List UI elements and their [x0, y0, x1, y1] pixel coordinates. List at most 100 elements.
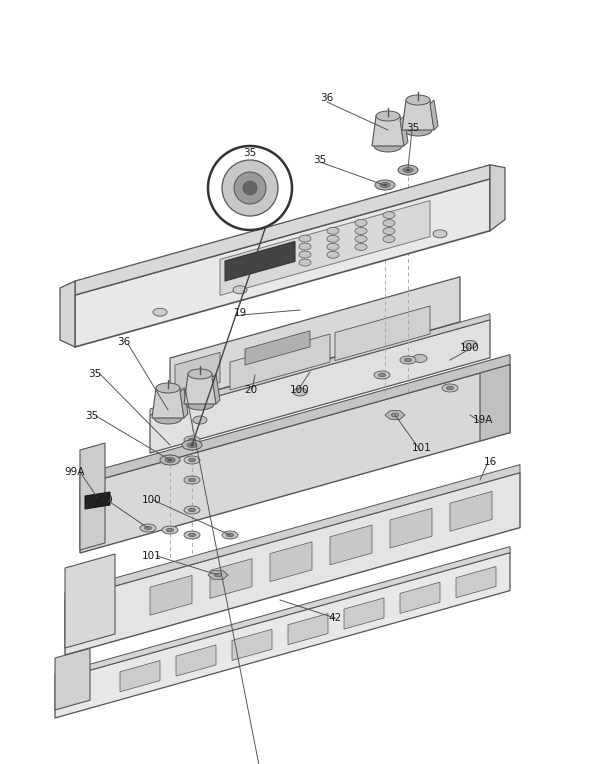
- Ellipse shape: [355, 235, 367, 242]
- Ellipse shape: [374, 371, 390, 379]
- Polygon shape: [55, 546, 510, 680]
- Ellipse shape: [293, 388, 307, 396]
- Text: 99A: 99A: [65, 467, 85, 477]
- Ellipse shape: [404, 124, 432, 136]
- Ellipse shape: [327, 227, 339, 235]
- Polygon shape: [55, 552, 510, 718]
- Ellipse shape: [403, 167, 413, 173]
- Ellipse shape: [406, 95, 430, 105]
- Ellipse shape: [447, 387, 454, 390]
- Polygon shape: [232, 630, 272, 660]
- Text: 35: 35: [243, 148, 257, 158]
- Ellipse shape: [398, 165, 418, 175]
- Polygon shape: [180, 388, 188, 418]
- Polygon shape: [288, 613, 328, 645]
- Ellipse shape: [299, 243, 311, 250]
- Polygon shape: [85, 492, 110, 509]
- Ellipse shape: [188, 369, 212, 379]
- Text: 35: 35: [86, 411, 99, 421]
- Polygon shape: [385, 411, 405, 419]
- Ellipse shape: [184, 456, 200, 464]
- Text: 19A: 19A: [473, 415, 493, 425]
- Polygon shape: [270, 542, 312, 581]
- Polygon shape: [220, 201, 430, 296]
- Polygon shape: [170, 277, 460, 403]
- Polygon shape: [480, 364, 510, 441]
- Ellipse shape: [383, 235, 395, 243]
- Polygon shape: [75, 179, 490, 347]
- Ellipse shape: [153, 308, 167, 316]
- Text: 35: 35: [313, 155, 327, 165]
- Text: 19: 19: [234, 308, 247, 318]
- Polygon shape: [402, 100, 434, 130]
- Text: 101: 101: [142, 551, 162, 561]
- Polygon shape: [176, 645, 216, 676]
- Polygon shape: [450, 491, 492, 531]
- Ellipse shape: [188, 458, 195, 461]
- Ellipse shape: [374, 140, 402, 152]
- Ellipse shape: [184, 506, 200, 514]
- Ellipse shape: [156, 383, 180, 393]
- Polygon shape: [150, 575, 192, 615]
- Polygon shape: [456, 567, 496, 597]
- Ellipse shape: [188, 478, 195, 482]
- Polygon shape: [400, 582, 440, 613]
- Ellipse shape: [383, 228, 395, 235]
- Ellipse shape: [355, 244, 367, 251]
- Polygon shape: [230, 334, 330, 390]
- Ellipse shape: [299, 251, 311, 258]
- Ellipse shape: [400, 356, 416, 364]
- Polygon shape: [150, 320, 490, 453]
- Text: 101: 101: [412, 443, 432, 453]
- Ellipse shape: [227, 533, 234, 537]
- Polygon shape: [330, 525, 372, 565]
- Text: 100: 100: [94, 495, 114, 505]
- Ellipse shape: [383, 219, 395, 227]
- Ellipse shape: [162, 526, 178, 534]
- Ellipse shape: [405, 358, 411, 361]
- Ellipse shape: [406, 169, 410, 171]
- Polygon shape: [208, 571, 228, 579]
- Ellipse shape: [383, 212, 395, 219]
- Polygon shape: [210, 558, 252, 598]
- Ellipse shape: [184, 436, 200, 444]
- Polygon shape: [150, 314, 490, 415]
- Text: 35: 35: [88, 369, 101, 379]
- Circle shape: [222, 160, 278, 216]
- Polygon shape: [225, 241, 295, 281]
- Ellipse shape: [193, 416, 207, 424]
- Ellipse shape: [375, 180, 395, 190]
- Polygon shape: [335, 306, 430, 361]
- Polygon shape: [212, 374, 220, 404]
- Ellipse shape: [355, 219, 367, 226]
- Ellipse shape: [188, 439, 195, 442]
- Ellipse shape: [184, 531, 200, 539]
- Ellipse shape: [433, 230, 447, 238]
- Ellipse shape: [182, 440, 202, 450]
- Polygon shape: [430, 100, 438, 130]
- Polygon shape: [80, 364, 510, 553]
- Ellipse shape: [140, 524, 156, 532]
- Text: 20: 20: [244, 385, 258, 395]
- Ellipse shape: [154, 412, 182, 424]
- Ellipse shape: [355, 228, 367, 235]
- Ellipse shape: [168, 459, 172, 461]
- Ellipse shape: [188, 508, 195, 512]
- Polygon shape: [372, 116, 404, 146]
- Ellipse shape: [186, 398, 214, 410]
- Text: 100: 100: [460, 343, 480, 353]
- Ellipse shape: [188, 533, 195, 537]
- Ellipse shape: [327, 251, 339, 258]
- Ellipse shape: [442, 384, 458, 392]
- Polygon shape: [390, 508, 432, 548]
- Ellipse shape: [383, 184, 387, 186]
- Polygon shape: [65, 554, 115, 648]
- Ellipse shape: [145, 526, 152, 529]
- Polygon shape: [65, 473, 520, 655]
- Polygon shape: [490, 165, 505, 231]
- Ellipse shape: [413, 354, 427, 362]
- Ellipse shape: [184, 476, 200, 484]
- Ellipse shape: [160, 455, 180, 465]
- Ellipse shape: [299, 259, 311, 266]
- Ellipse shape: [327, 243, 339, 251]
